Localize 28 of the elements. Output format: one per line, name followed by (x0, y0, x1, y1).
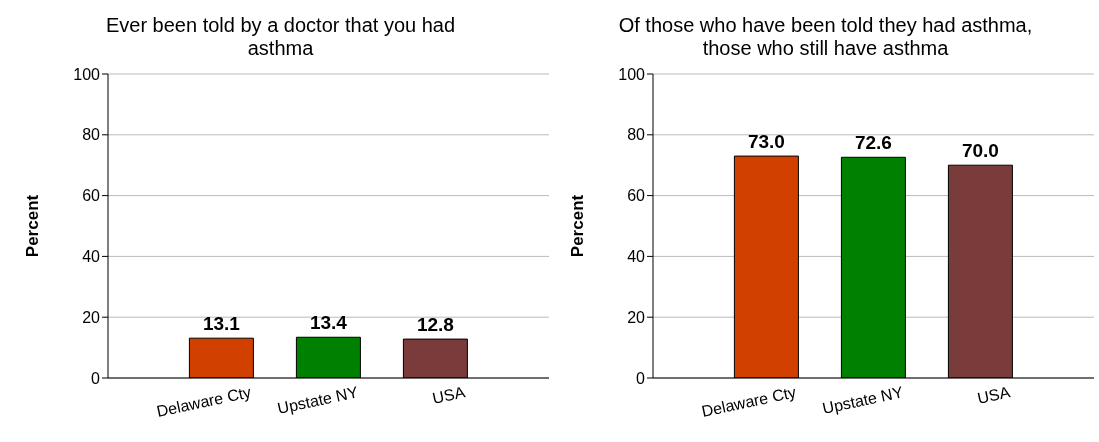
data-label: 70.0 (961, 140, 999, 162)
x-tick-label: Upstate NY (820, 383, 905, 418)
y-tick-label: 0 (636, 369, 646, 387)
y-tick-label: 40 (627, 248, 646, 266)
y-tick-label: 20 (82, 308, 101, 326)
y-tick-label: 100 (73, 65, 101, 83)
y-axis-title: Percent (568, 194, 588, 258)
data-label: 72.6 (854, 132, 892, 154)
y-tick-label: 60 (627, 187, 646, 205)
x-tick-label: Delaware Cty (155, 383, 253, 421)
y-tick-label: 40 (82, 248, 101, 266)
y-tick-label: 60 (82, 187, 101, 205)
x-tick-label: Delaware Cty (700, 383, 798, 421)
x-tick-label: USA (975, 383, 1012, 407)
y-tick-label: 20 (627, 308, 646, 326)
y-tick-label: 0 (91, 369, 101, 387)
x-tick-label: USA (430, 383, 467, 407)
data-label: 13.1 (202, 313, 241, 335)
y-tick-label: 80 (82, 126, 101, 144)
data-label: 73.0 (747, 131, 785, 153)
chart-title: Of those who have been told they had asthma, those who still have asthma (618, 14, 1033, 59)
x-tick-label: Upstate NY (275, 383, 360, 418)
y-tick-label: 80 (627, 126, 646, 144)
y-axis-title: Percent (23, 194, 43, 258)
y-tick-label: 100 (618, 65, 646, 83)
data-label: 13.4 (309, 312, 348, 334)
chart-title: Ever been told by a doctor that you had asthma (105, 14, 456, 59)
data-label: 12.8 (416, 314, 454, 336)
